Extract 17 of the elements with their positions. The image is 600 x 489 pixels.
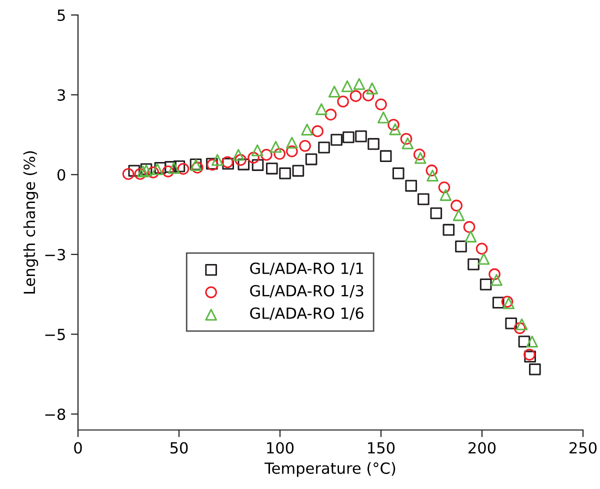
- x-axis-title: Temperature (°C): [264, 462, 396, 477]
- x-tick-label: 100: [267, 442, 294, 454]
- x-tick-label: 50: [170, 442, 188, 454]
- y-tick-label: 0: [57, 169, 66, 181]
- legend-label: GL/ADA-RO 1/6: [250, 307, 364, 320]
- x-tick-label: 150: [368, 442, 395, 454]
- y-tick-label: −5: [45, 328, 65, 340]
- y-axis-title: Length change (%): [23, 151, 38, 294]
- y-tick-label: 5: [58, 10, 65, 22]
- legend-label: GL/ADA-RO 1/3: [250, 284, 364, 298]
- x-tick-label: 250: [570, 442, 597, 454]
- x-tick-label: 200: [468, 442, 496, 454]
- y-tick-label: −3: [45, 248, 65, 260]
- y-tick-label: −8: [45, 408, 66, 420]
- x-tick-label: 0: [74, 442, 82, 454]
- y-tick-label: 3: [58, 89, 65, 101]
- legend-label: GL/ADA-RO 1/1: [250, 262, 364, 276]
